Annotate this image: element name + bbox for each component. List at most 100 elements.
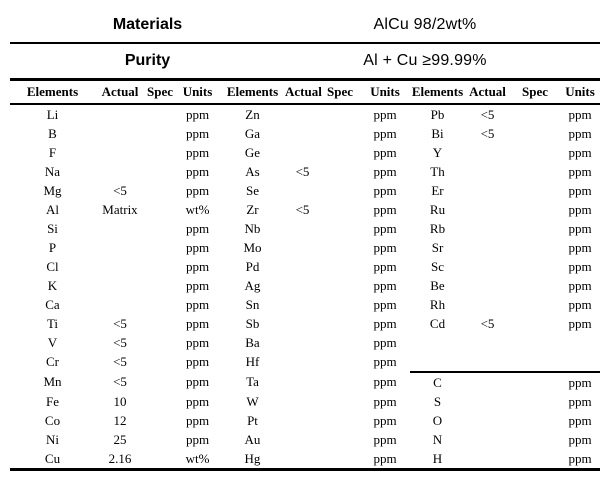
element-cell: Li (46, 106, 59, 122)
actual-cell: 25 (113, 431, 127, 447)
col-header-elements-2: Elements (220, 81, 285, 105)
units-cell: ppm (373, 296, 397, 312)
actual-cell: <5 (295, 201, 310, 217)
actual-cell (95, 257, 145, 276)
units-cell: ppm (568, 163, 592, 179)
element-cell: C (410, 371, 465, 392)
actual-cell (95, 104, 145, 124)
actual-cell (465, 238, 510, 257)
actual-cell (465, 181, 510, 200)
actual-cell (95, 124, 145, 143)
actual-cell (95, 143, 145, 162)
col-header-elements-1: Elements (10, 81, 95, 105)
spec-cell (145, 314, 175, 333)
element-cell: Ba (245, 334, 260, 350)
table-row: Cr <5 ppm Hf ppm (10, 352, 600, 372)
spec-cell (510, 314, 560, 333)
element-cell: Co (44, 412, 61, 428)
element-cell: Ta (246, 374, 259, 389)
actual-cell (285, 181, 320, 200)
actual-cell (285, 276, 320, 295)
units-cell: ppm (373, 220, 397, 236)
element-cell: Zr (246, 201, 259, 217)
actual-cell (285, 333, 320, 352)
table-row: Ca ppm Sn ppm Rh ppm (10, 295, 600, 314)
actual-cell (95, 219, 145, 238)
spec-cell (510, 295, 560, 314)
units-cell (560, 333, 600, 352)
spec-cell (145, 219, 175, 238)
table-row: Al Matrix wt% Zr <5 ppm Ru ppm (10, 200, 600, 219)
actual-cell (465, 143, 510, 162)
spec-cell (510, 411, 560, 430)
actual-cell (285, 430, 320, 449)
actual-cell (465, 449, 510, 470)
element-cell: Pb (430, 106, 445, 122)
spec-cell (145, 333, 175, 352)
element-cell: V (47, 334, 58, 350)
element-cell: Hg (244, 450, 261, 466)
actual-cell (465, 219, 510, 238)
spec-cell (510, 257, 560, 276)
actual-cell (285, 238, 320, 257)
spec-cell (145, 257, 175, 276)
units-cell: ppm (373, 393, 397, 409)
units-cell: ppm (373, 163, 397, 179)
spec-cell (510, 430, 560, 449)
spec-cell (145, 238, 175, 257)
units-cell: ppm (373, 144, 397, 160)
element-cell: Ag (244, 277, 261, 293)
element-cell: Zn (245, 106, 260, 122)
element-cell: Ru (429, 201, 446, 217)
actual-cell: <5 (113, 334, 127, 350)
purity-row: Purity Al + Cu ≥99.99% (10, 44, 600, 78)
units-cell: ppm (185, 258, 210, 274)
actual-cell (465, 411, 510, 430)
units-cell: ppm (373, 431, 397, 447)
units-cell: ppm (185, 182, 210, 198)
spec-cell (510, 238, 560, 257)
spec-cell (145, 276, 175, 295)
spec-cell (320, 124, 360, 143)
units-cell: ppm (568, 144, 592, 160)
element-cell: Th (430, 163, 445, 179)
units-cell: ppm (185, 144, 210, 160)
element-cell: H (432, 450, 443, 466)
units-cell: ppm (568, 450, 592, 466)
spec-cell (320, 257, 360, 276)
element-cell: Sb (245, 315, 260, 331)
actual-cell (465, 200, 510, 219)
spec-cell (145, 430, 175, 449)
col-header-units-1: Units (175, 81, 220, 105)
table-header: Elements Actual Spec Units Elements Actu… (10, 81, 600, 105)
units-cell: ppm (568, 277, 592, 293)
spec-cell (320, 352, 360, 372)
units-cell: ppm (373, 374, 397, 389)
units-cell: ppm (568, 412, 592, 428)
spec-cell (320, 449, 360, 470)
units-cell: ppm (185, 106, 210, 122)
element-cell: Nb (244, 220, 261, 236)
spec-cell (510, 181, 560, 200)
actual-cell (465, 295, 510, 314)
actual-cell (95, 295, 145, 314)
element-cell: O (432, 412, 443, 428)
actual-cell (285, 124, 320, 143)
actual-cell: 10 (113, 393, 127, 409)
actual-cell: Matrix (102, 201, 138, 217)
actual-cell (285, 352, 320, 372)
units-cell: ppm (373, 125, 397, 141)
purity-value: Al + Cu ≥99.99% (363, 52, 487, 69)
spec-cell (320, 238, 360, 257)
actual-cell: 12 (113, 412, 127, 428)
spec-cell (510, 276, 560, 295)
element-cell: Au (244, 431, 261, 447)
units-cell: ppm (373, 412, 397, 428)
element-cell: Al (46, 201, 59, 217)
units-cell: ppm (568, 239, 592, 255)
units-cell: ppm (373, 258, 397, 274)
spec-cell (510, 162, 560, 181)
